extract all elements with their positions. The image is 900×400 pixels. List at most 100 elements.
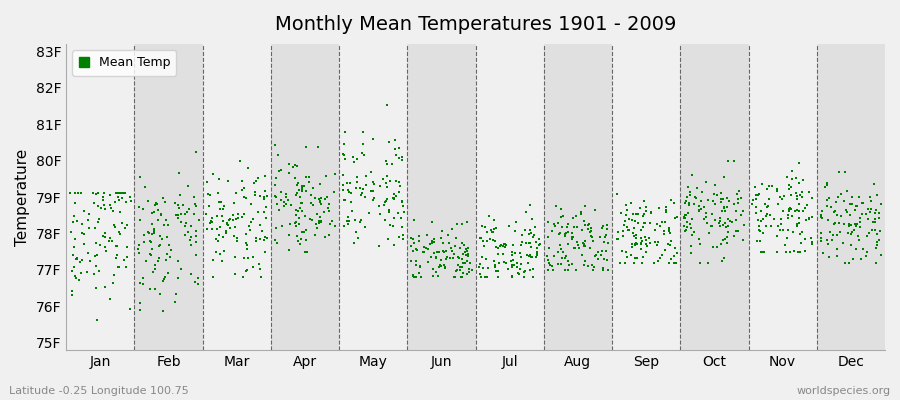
- Point: [541, 257, 555, 263]
- Point: [747, 184, 761, 190]
- Point: [786, 229, 800, 236]
- Point: [86, 199, 101, 206]
- Point: [314, 219, 328, 225]
- Point: [566, 224, 580, 230]
- Point: [206, 274, 220, 280]
- Point: [650, 242, 664, 248]
- Point: [746, 197, 760, 204]
- Point: [74, 270, 88, 276]
- Point: [596, 267, 610, 273]
- Point: [637, 220, 652, 227]
- Point: [584, 233, 598, 240]
- Point: [505, 262, 519, 268]
- Point: [697, 204, 711, 210]
- Point: [752, 190, 766, 197]
- Point: [444, 245, 458, 251]
- Point: [651, 238, 665, 245]
- Point: [81, 217, 95, 224]
- Point: [560, 224, 574, 230]
- Point: [868, 260, 883, 266]
- Point: [132, 249, 147, 256]
- Point: [578, 258, 592, 264]
- Point: [432, 249, 446, 255]
- Point: [432, 264, 446, 270]
- Point: [395, 232, 410, 238]
- Point: [759, 223, 773, 230]
- Point: [755, 248, 770, 255]
- Point: [357, 151, 372, 158]
- Point: [215, 218, 230, 224]
- Point: [212, 232, 226, 238]
- Point: [694, 198, 708, 204]
- Point: [784, 192, 798, 198]
- Point: [861, 206, 876, 212]
- Point: [455, 260, 470, 266]
- Point: [805, 195, 819, 201]
- Point: [151, 206, 166, 213]
- Point: [475, 223, 490, 230]
- Point: [139, 258, 153, 265]
- Point: [487, 258, 501, 264]
- Point: [419, 232, 434, 238]
- Point: [513, 253, 527, 260]
- Point: [481, 265, 495, 272]
- Point: [181, 183, 195, 189]
- Point: [241, 255, 256, 262]
- Point: [482, 236, 497, 243]
- Point: [272, 168, 286, 174]
- Point: [140, 229, 155, 235]
- Point: [460, 247, 474, 254]
- Point: [379, 198, 393, 204]
- Point: [729, 217, 743, 223]
- Point: [442, 240, 456, 246]
- Point: [508, 228, 523, 235]
- Point: [312, 220, 327, 226]
- Point: [789, 207, 804, 214]
- Point: [255, 228, 269, 235]
- Point: [382, 221, 397, 228]
- Point: [678, 228, 692, 234]
- Point: [819, 202, 833, 209]
- Point: [103, 296, 117, 302]
- Point: [564, 229, 579, 236]
- Point: [292, 194, 307, 200]
- Point: [427, 236, 441, 242]
- Point: [618, 260, 633, 266]
- Point: [545, 267, 560, 273]
- Point: [104, 202, 118, 208]
- Point: [456, 242, 471, 248]
- Point: [814, 212, 828, 218]
- Point: [781, 206, 796, 212]
- Point: [64, 229, 78, 235]
- Point: [313, 195, 328, 201]
- Point: [92, 216, 106, 222]
- Point: [187, 200, 202, 207]
- Point: [229, 190, 243, 197]
- Point: [820, 180, 834, 186]
- Point: [260, 193, 274, 199]
- Point: [576, 240, 590, 246]
- Point: [180, 209, 194, 216]
- Point: [303, 200, 318, 206]
- Point: [561, 229, 575, 235]
- Point: [728, 228, 742, 234]
- Point: [530, 249, 544, 256]
- Point: [239, 242, 254, 248]
- Point: [109, 242, 123, 249]
- Point: [153, 242, 167, 248]
- Point: [119, 198, 133, 205]
- Point: [354, 192, 368, 198]
- Point: [269, 175, 284, 182]
- Point: [271, 152, 285, 158]
- Point: [297, 229, 311, 235]
- Point: [407, 239, 421, 246]
- Point: [150, 217, 165, 224]
- Point: [337, 141, 351, 147]
- Point: [793, 248, 807, 255]
- Point: [462, 268, 476, 275]
- Point: [848, 221, 862, 228]
- Point: [104, 205, 118, 212]
- Point: [492, 242, 507, 249]
- Point: [322, 208, 337, 214]
- Bar: [202, 44, 271, 350]
